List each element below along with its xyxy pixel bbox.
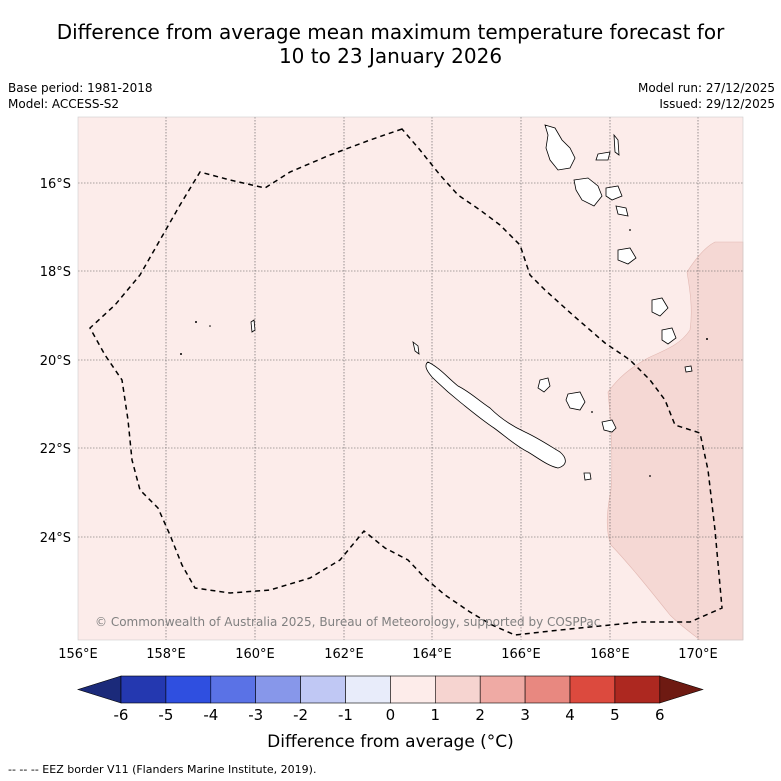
chesterfield-islet [250, 319, 256, 333]
colorbar-tick-label: -5 [158, 706, 173, 724]
colorbar-box [120, 675, 167, 704]
colorbar-box [210, 675, 257, 704]
espiritu-santo-island [544, 124, 576, 171]
issued-text: Issued: 29/12/2025 [659, 97, 775, 111]
lon-label-164e: 164°E [412, 647, 452, 662]
colorbar-tick-label: -2 [293, 706, 308, 724]
colorbar-box [479, 675, 526, 704]
lon-label-166e: 166°E [501, 647, 541, 662]
model-text: Model: ACCESS-S2 [8, 97, 120, 111]
lat-axis: 16°S 18°S 20°S 22°S 24°S [40, 177, 71, 546]
islet-marker [209, 325, 211, 327]
lifou-island [565, 391, 586, 411]
lon-axis: 156°E 158°E 160°E 162°E 164°E 166°E 168°… [58, 647, 718, 662]
colorbar-tick-label: -3 [248, 706, 263, 724]
map-frame [77, 116, 744, 641]
copyright-text: © Commonwealth of Australia 2025, Bureau… [95, 615, 600, 629]
epi-island [615, 205, 629, 217]
islet-marker [649, 475, 651, 477]
lat-label-20s: 20°S [40, 354, 71, 369]
lon-label-160e: 160°E [235, 647, 275, 662]
colorbar-box [524, 675, 571, 704]
malakula-island [573, 177, 603, 207]
small-islets [180, 229, 708, 477]
colorbar: -6 -5 -4 -3 -2 -1 0 1 2 3 4 5 6 [76, 675, 704, 724]
mare-island [601, 419, 617, 433]
colorbar-box [390, 675, 436, 704]
colorbar-tick-label: 2 [475, 706, 485, 724]
colorbar-tick-label: 0 [386, 706, 396, 724]
colorbar-tick-label: -6 [114, 706, 129, 724]
islands [250, 124, 693, 481]
lon-label-170e: 170°E [678, 647, 718, 662]
lat-label-16s: 16°S [40, 177, 71, 192]
colorbar-tick-label: 4 [565, 706, 575, 724]
islet-marker [195, 321, 197, 323]
islet-marker [629, 229, 631, 231]
colorbar-tick-label: -1 [338, 706, 353, 724]
ambrym-island [605, 185, 623, 201]
base-period-text: Base period: 1981-2018 [8, 81, 153, 95]
erromango-island [651, 297, 669, 317]
new-caledonia-island [425, 361, 566, 469]
ouvea-island [537, 377, 551, 393]
colorbar-box [345, 675, 391, 704]
colorbar-tick-label: -4 [203, 706, 218, 724]
isle-of-pines [583, 472, 592, 481]
aneityum-island [684, 365, 693, 373]
colorbar-box [569, 675, 616, 704]
title-line-2: 10 to 23 January 2026 [278, 44, 503, 68]
islet-marker [706, 338, 708, 340]
lat-label-24s: 24°S [40, 531, 71, 546]
colorbar-box [255, 675, 301, 704]
colorbar-tick-label: 5 [610, 706, 620, 724]
eez-border [89, 128, 723, 636]
lon-label-156e: 156°E [58, 647, 98, 662]
colorbar-tick-label: 3 [520, 706, 530, 724]
colorbar-title: Difference from average (°C) [267, 732, 514, 752]
lat-label-18s: 18°S [40, 265, 71, 280]
islet-marker [591, 411, 593, 413]
colorbar-tick-label: 6 [655, 706, 665, 724]
lon-label-162e: 162°E [324, 647, 364, 662]
belep-islands [412, 340, 420, 355]
colorbar-box [165, 675, 212, 704]
colorbar-box [434, 675, 481, 704]
pentecost-north-island [613, 133, 620, 156]
eez-footnote: -- -- -- EEZ border V11 (Flanders Marine… [8, 763, 317, 776]
colorbar-extension-low [76, 675, 122, 704]
title-line-1: Difference from average mean maximum tem… [56, 20, 725, 44]
islet-marker [180, 353, 182, 355]
lat-label-22s: 22°S [40, 442, 71, 457]
colorbar-tick-label: 1 [431, 706, 441, 724]
colorbar-extension-high [659, 675, 704, 704]
graticule [78, 117, 743, 640]
meta-right: Model run: 27/12/2025 Issued: 29/12/2025 [638, 80, 775, 112]
lon-label-168e: 168°E [590, 647, 630, 662]
lon-label-158e: 158°E [146, 647, 186, 662]
efate-island [617, 247, 637, 265]
tanna-island [661, 327, 677, 345]
maewo-island [595, 151, 611, 161]
colorbar-box [614, 675, 661, 704]
meta-left: Base period: 1981-2018 Model: ACCESS-S2 [8, 80, 153, 112]
warm-anomaly-region [606, 241, 744, 641]
colorbar-box [300, 675, 346, 704]
model-run-text: Model run: 27/12/2025 [637, 81, 775, 95]
map-title: Difference from average mean maximum tem… [0, 20, 781, 68]
